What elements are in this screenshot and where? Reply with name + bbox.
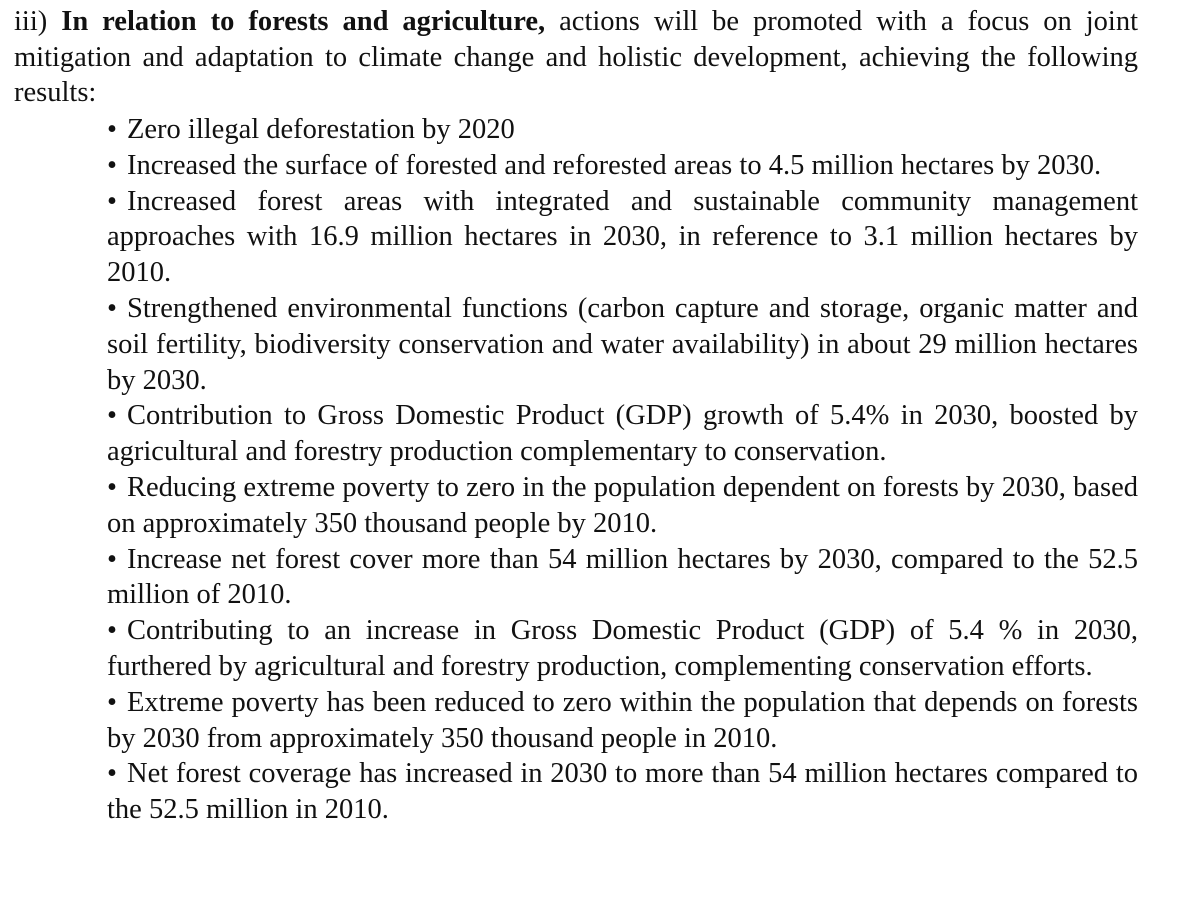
list-item-text: Increased forest areas with integrated a… [107,185,1138,289]
intro-paragraph: iii) In relation to forests and agricult… [14,4,1138,111]
section-heading-bold: In relation to forests and agriculture, [61,6,546,37]
list-item: • Contributing to an increase in Gross Do… [107,613,1138,685]
bullet-icon: • [107,615,117,647]
bullet-icon: • [107,543,117,575]
section-number: iii) [14,6,62,37]
list-item-text: Reducing extreme poverty to zero in the … [107,471,1138,539]
list-item-text: Contributing to an increase in Gross Dom… [107,615,1138,682]
list-item-text: Zero illegal deforestation by 2020 [127,114,515,145]
list-item: • Increase net forest cover more than 54 … [107,542,1138,614]
list-item: • Extreme poverty has been reduced to zer… [107,685,1138,757]
bullet-icon: • [107,185,117,217]
bullet-icon: • [107,292,117,324]
list-item: • Zero illegal deforestation by 2020 [107,112,1138,148]
results-list: • Zero illegal deforestation by 2020 • Inc… [107,112,1138,828]
bullet-icon: • [107,149,117,181]
list-item-text: Contribution to Gross Domestic Product (… [107,400,1138,468]
list-item: • Reducing extreme poverty to zero in the… [107,470,1138,542]
bullet-icon: • [107,686,117,718]
bullet-icon: • [107,400,117,432]
list-item: • Increased the surface of forested and r… [107,148,1138,184]
list-item: • Strengthened environmental functions (c… [107,291,1138,398]
bullet-icon: • [107,471,117,503]
intro-text: actions will be promoted with a focus on… [14,6,1138,108]
list-item-text: Extreme poverty has been reduced to zero… [107,686,1138,754]
list-item: • Increased forest areas with integrated … [107,184,1138,291]
list-item: • Net forest coverage has increased in 20… [107,756,1138,828]
bullet-icon: • [107,758,117,790]
list-item: • Contribution to Gross Domestic Product … [107,398,1138,470]
bullet-icon: • [107,114,117,145]
list-item-text: Strengthened environmental functions (ca… [107,292,1138,396]
list-item-text: Net forest coverage has increased in 203… [107,758,1138,826]
list-item-text: Increased the surface of forested and re… [127,149,1102,181]
list-item-text: Increase net forest cover more than 54 m… [107,543,1138,611]
